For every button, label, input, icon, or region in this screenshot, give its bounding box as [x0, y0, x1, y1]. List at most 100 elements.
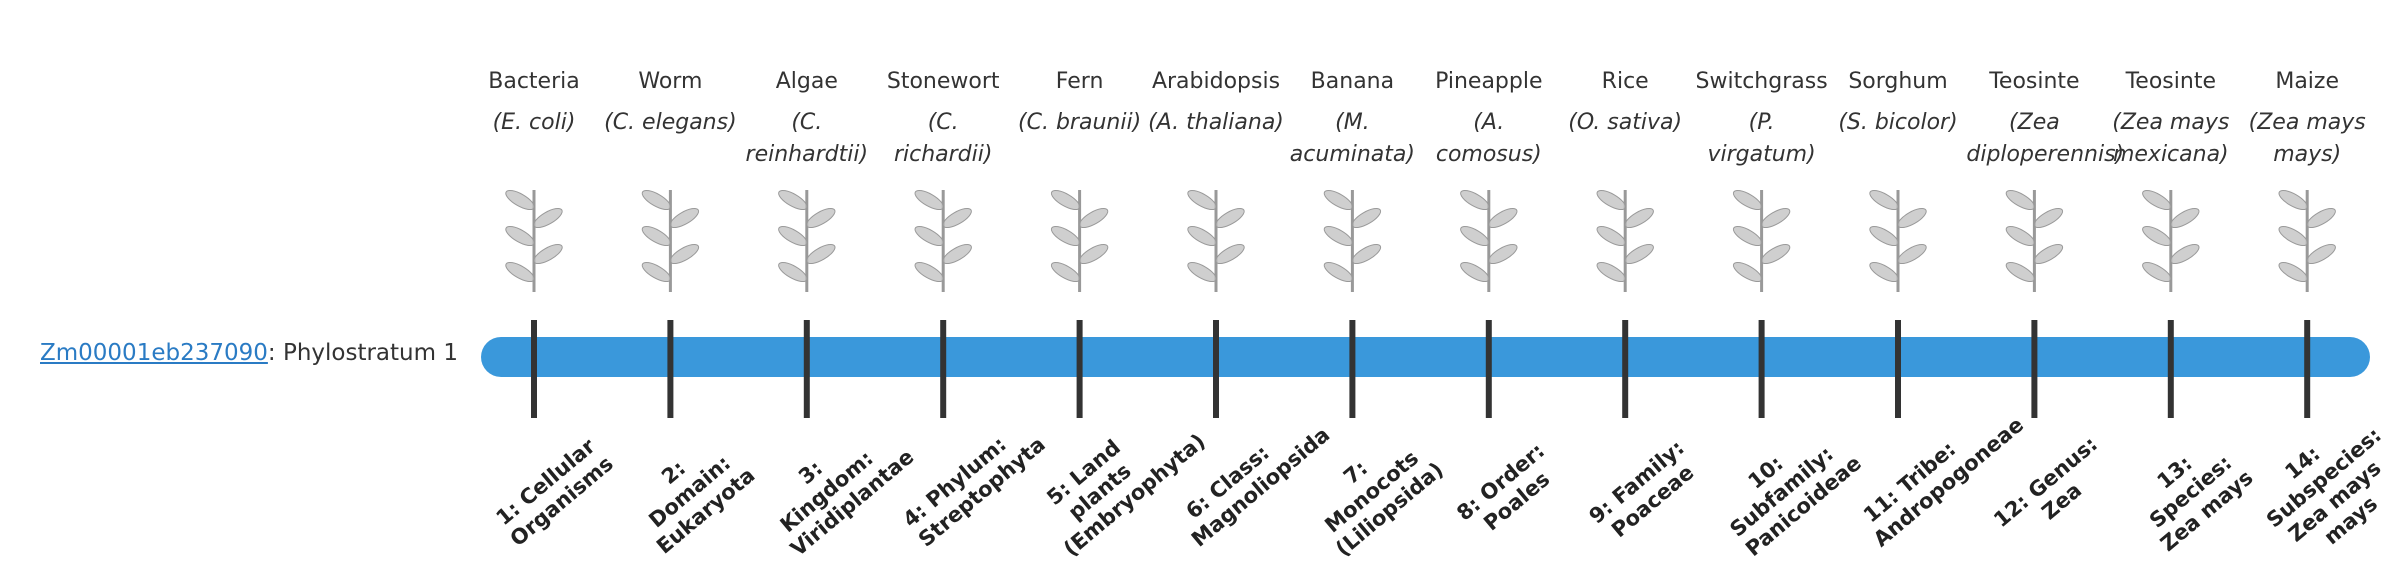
icon-leaf [1050, 261, 1081, 283]
organism-name: Switchgrass [1695, 69, 1828, 94]
icon-leaf [1078, 207, 1109, 229]
icon-leaf [806, 207, 836, 229]
icon-leaf [1078, 243, 1109, 265]
icon-leaf [641, 261, 672, 283]
gene-label: Zm00001eb237090: Phylostratum 1 [40, 340, 458, 366]
organism-species: (C. reinhardtii) [745, 110, 869, 167]
icon-leaf [1460, 189, 1490, 211]
icon-leaf [2170, 207, 2200, 229]
icon-leaf [1187, 261, 1217, 283]
organism-species: (A. thaliana) [1148, 110, 1284, 135]
organism-name: Stonewort [886, 69, 1000, 94]
icon-leaf [1187, 189, 1217, 211]
icon-leaf [2142, 225, 2172, 247]
icon-leaf [1624, 207, 1654, 229]
icon-leaf [1323, 261, 1354, 283]
icon-leaf [2033, 207, 2064, 229]
icon-leaf [533, 207, 563, 229]
icon-leaf [942, 207, 972, 229]
organism-icon [778, 189, 836, 292]
organism-icon [2278, 189, 2336, 292]
organism-icon [1596, 189, 1654, 292]
icon-leaf [2278, 225, 2308, 247]
icon-leaf [2306, 207, 2336, 229]
organism-icon [1323, 189, 1382, 292]
icon-leaf [1323, 225, 1354, 247]
organism-species: (A. comosus) [1435, 110, 1542, 167]
icon-leaf [1460, 225, 1490, 247]
organism-name: Rice [1601, 69, 1649, 94]
organism-icon [641, 189, 700, 292]
icon-leaf [2142, 189, 2172, 211]
icon-leaf [641, 189, 672, 211]
icon-leaf [1869, 261, 1899, 283]
organism-species: (Zea diploperennis) [1966, 110, 2125, 167]
icon-leaf [1732, 225, 1763, 247]
icon-leaf [1732, 261, 1763, 283]
organism-name: Teosinte [2125, 69, 2216, 94]
organism-species: (C. braunii) [1018, 110, 1142, 135]
icon-leaf [1897, 207, 1927, 229]
icon-leaf [533, 243, 563, 265]
organism-species: (E. coli) [492, 110, 576, 135]
icon-leaf [1732, 189, 1763, 211]
organism-name: Banana [1310, 69, 1395, 94]
icon-leaf [2005, 189, 2036, 211]
icon-leaf [2306, 243, 2336, 265]
icon-leaf [914, 225, 944, 247]
icon-leaf [669, 207, 700, 229]
icon-leaf [1869, 189, 1899, 211]
icon-leaf [1215, 207, 1245, 229]
organism-icon [1869, 189, 1927, 292]
organism-name: Maize [2275, 69, 2340, 94]
organism-name: Algae [775, 69, 838, 94]
icon-leaf [2278, 261, 2308, 283]
icon-leaf [1624, 243, 1654, 265]
icon-leaf [505, 225, 535, 247]
icon-leaf [1187, 225, 1217, 247]
organism-icon [1460, 189, 1518, 292]
icon-leaf [2142, 261, 2172, 283]
organism-name: Bacteria [488, 69, 580, 94]
organism-species: (Zea mays mexicana) [2112, 110, 2230, 167]
organism-name: Sorghum [1848, 69, 1948, 94]
icon-leaf [641, 225, 672, 247]
icon-leaf [2005, 261, 2036, 283]
organism-name: Fern [1055, 69, 1104, 94]
organism-species: (C. elegans) [604, 110, 737, 135]
organism-icon [1732, 189, 1791, 292]
icon-leaf [505, 189, 535, 211]
gene-link[interactable]: Zm00001eb237090 [40, 340, 268, 366]
timeline-bar [481, 337, 2370, 377]
icon-leaf [914, 189, 944, 211]
icon-leaf [1488, 207, 1518, 229]
icon-leaf [505, 261, 535, 283]
icon-leaf [1596, 261, 1626, 283]
icon-leaf [1869, 225, 1899, 247]
icon-leaf [1050, 189, 1081, 211]
icon-leaf [1050, 225, 1081, 247]
icon-leaf [1351, 243, 1382, 265]
icon-leaf [1760, 243, 1791, 265]
icon-leaf [2170, 243, 2200, 265]
organism-name: Teosinte [1989, 69, 2080, 94]
icon-leaf [778, 261, 808, 283]
organism-icon [505, 189, 563, 292]
icon-leaf [778, 189, 808, 211]
icon-leaf [806, 243, 836, 265]
icon-leaf [2033, 243, 2064, 265]
icon-leaf [669, 243, 700, 265]
organism-species: (P. virgatum) [1707, 110, 1816, 167]
icon-leaf [1897, 243, 1927, 265]
organism-name: Pineapple [1435, 69, 1543, 94]
icon-leaf [1488, 243, 1518, 265]
organism-species: (S. bicolor) [1838, 110, 1958, 135]
icon-leaf [1215, 243, 1245, 265]
icon-leaf [1596, 225, 1626, 247]
organism-icon [1187, 189, 1245, 292]
gene-stratum: : Phylostratum 1 [267, 340, 458, 366]
organism-species: (O. sativa) [1568, 110, 1683, 135]
icon-leaf [2278, 189, 2308, 211]
